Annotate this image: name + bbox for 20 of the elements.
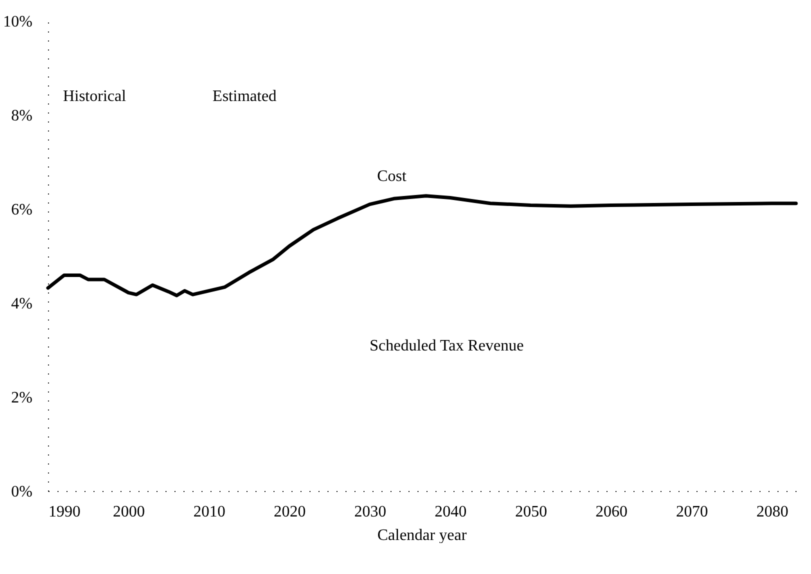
- x-tick-label: 2040: [434, 504, 467, 520]
- y-tick-label: 0%: [11, 484, 32, 500]
- x-tick-label: 2060: [596, 504, 628, 520]
- x-tick-label: 2070: [676, 504, 708, 520]
- annotation: Cost: [377, 168, 408, 186]
- x-tick-label: 2000: [112, 504, 145, 520]
- annotation: Estimated: [212, 88, 277, 106]
- x-tick-label: 1990: [48, 504, 80, 520]
- x-tick-label: 2080: [756, 504, 788, 520]
- x-tick-label: 2020: [274, 504, 306, 520]
- y-tick-label: 4%: [11, 296, 32, 312]
- x-tick-label: 2030: [354, 504, 386, 520]
- annotation: Historical: [62, 88, 127, 106]
- y-tick-label: 10%: [3, 14, 32, 30]
- x-tick-label: 2050: [515, 504, 548, 520]
- annotation: Scheduled Tax Revenue: [370, 337, 524, 354]
- y-tick-label: 6%: [11, 202, 32, 218]
- y-tick-label: 2%: [11, 390, 32, 406]
- x-tick-label: 2010: [193, 504, 226, 520]
- y-tick-label: 8%: [11, 108, 32, 124]
